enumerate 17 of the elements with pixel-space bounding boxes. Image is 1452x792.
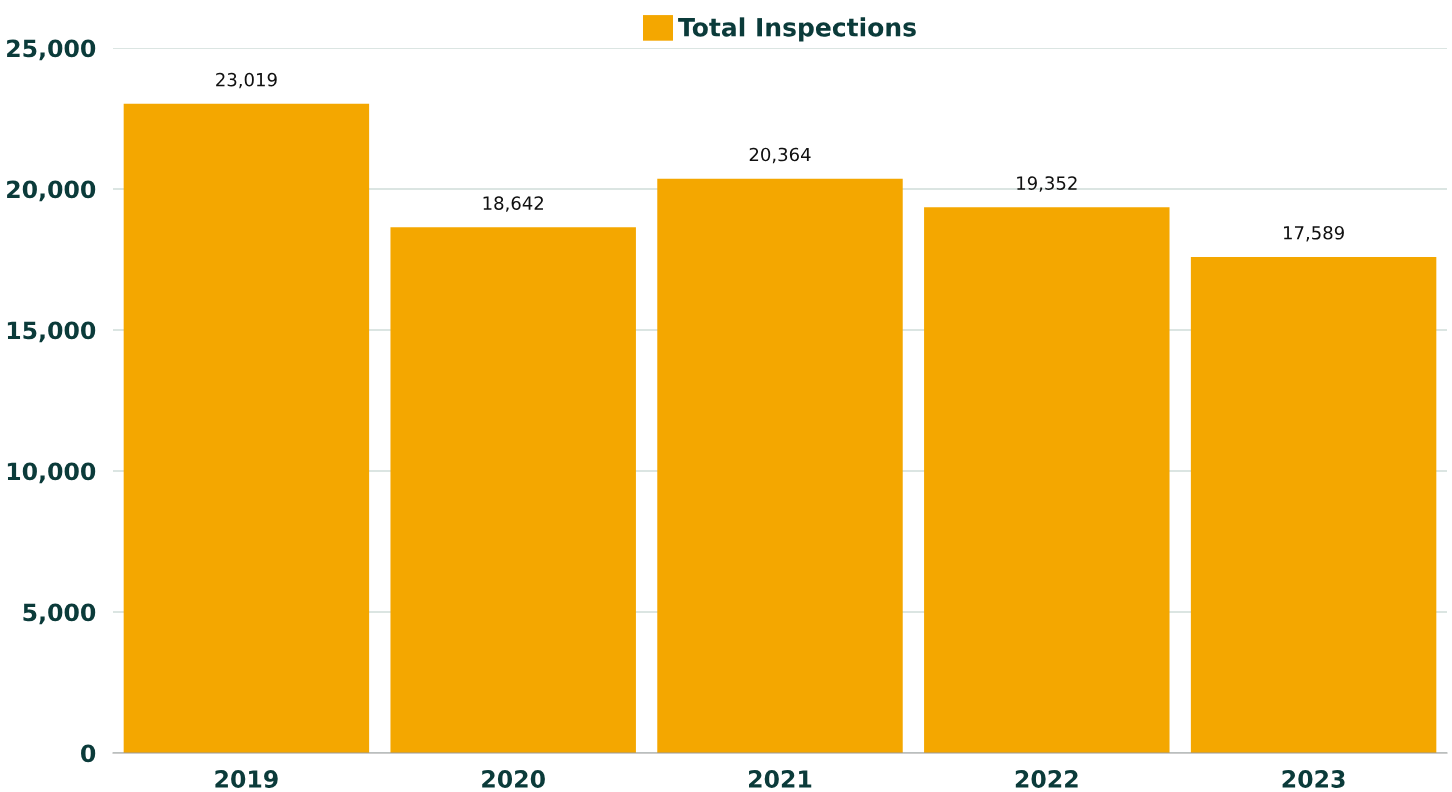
y-tick-label: 15,000 — [7, 321, 96, 343]
data-label: 19,352 — [1017, 176, 1077, 192]
y-tick-label: 20,000 — [7, 180, 96, 202]
data-label: 18,642 — [483, 196, 543, 212]
y-tick-label: 0 — [81, 744, 96, 763]
data-label: 17,589 — [1283, 225, 1344, 242]
y-tick-label: 10,000 — [7, 462, 96, 484]
x-tick-label: 2021 — [749, 770, 812, 788]
data-label: 23,019 — [216, 72, 277, 89]
data-label: 20,364 — [749, 147, 811, 164]
y-tick-label: 5,000 — [23, 603, 96, 625]
x-tick-label: 2019 — [215, 770, 278, 788]
x-tick-label: 2020 — [482, 770, 545, 788]
x-tick-label: 2022 — [1015, 770, 1078, 788]
legend-label: Total Inspections — [678, 17, 916, 42]
x-tick-label: 2023 — [1282, 770, 1345, 788]
y-tick-label: 25,000 — [7, 39, 96, 61]
